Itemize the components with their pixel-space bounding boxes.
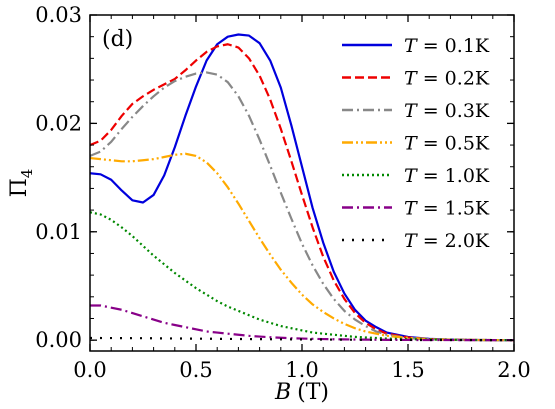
y-tick-label: 0.02 — [35, 111, 82, 135]
legend-variable: T — [404, 165, 418, 187]
legend-label-1: T = 0.1K — [404, 35, 490, 57]
legend-variable: T — [404, 198, 418, 220]
x-axis-title: B (T) — [274, 380, 329, 405]
x-tick-label: 1.0 — [285, 358, 318, 382]
x-tick-label: 2.0 — [497, 358, 530, 382]
tick-layer: 0.0 0.5 1.0 1.5 2.0 0.00 0.01 0.02 0.03 — [35, 3, 530, 382]
legend-value: = 2.0K — [417, 230, 490, 252]
y-tick-label: 0.03 — [35, 3, 82, 27]
x-axis-unit: (T) — [297, 380, 329, 405]
x-tick-label: 0.5 — [179, 358, 212, 382]
legend-value: = 1.0K — [417, 165, 490, 187]
legend-value: = 0.5K — [417, 133, 490, 155]
y-axis-title: Π4 — [7, 169, 36, 198]
legend-variable: T — [404, 133, 418, 155]
x-tick-label: 0.0 — [73, 358, 106, 382]
legend: T = 0.1KT = 0.2KT = 0.3KT = 0.5KT = 1.0K… — [342, 35, 490, 252]
legend-label-3: T = 0.3K — [404, 100, 490, 122]
y-axis-subscript: 4 — [18, 169, 36, 179]
legend-value: = 0.3K — [417, 100, 490, 122]
legend-value: = 0.1K — [417, 35, 490, 57]
series-line-7 — [90, 336, 514, 342]
legend-variable: T — [404, 35, 418, 57]
panel-label: (d) — [102, 27, 133, 52]
y-tick-label: 0.01 — [35, 220, 82, 244]
series-line-4 — [90, 152, 514, 342]
legend-value: = 0.2K — [417, 68, 490, 90]
legend-variable: T — [404, 230, 418, 252]
legend-value: = 1.5K — [417, 198, 490, 220]
x-tick-label: 1.5 — [391, 358, 424, 382]
legend-variable: T — [404, 68, 418, 90]
legend-label-4: T = 0.5K — [404, 133, 490, 155]
series-line-6 — [90, 304, 514, 342]
legend-label-7: T = 2.0K — [404, 230, 490, 252]
legend-variable: T — [404, 100, 418, 122]
legend-label-2: T = 0.2K — [404, 68, 490, 90]
series-layer — [90, 33, 514, 342]
y-axis-symbol: Π — [7, 178, 32, 197]
x-axis-variable: B — [274, 380, 291, 405]
legend-label-5: T = 1.0K — [404, 165, 490, 187]
y-tick-label: 0.00 — [35, 328, 82, 352]
legend-label-6: T = 1.5K — [404, 198, 490, 220]
